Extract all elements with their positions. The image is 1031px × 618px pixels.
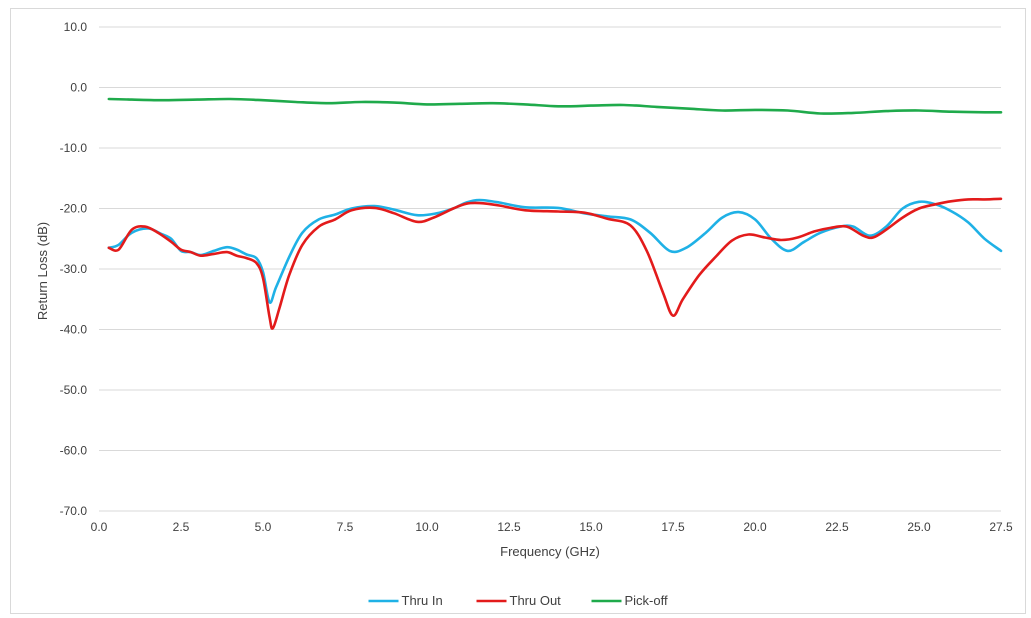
x-tick-label: 22.5 xyxy=(825,520,849,534)
series-lines xyxy=(107,97,1003,330)
x-axis-title: Frequency (GHz) xyxy=(500,544,600,559)
series-line-thru-in xyxy=(107,198,1003,304)
x-tick-label: 0.0 xyxy=(91,520,108,534)
y-tick-label: -10.0 xyxy=(60,141,88,155)
legend-label-thru-in: Thru In xyxy=(402,593,443,608)
x-tick-label: 17.5 xyxy=(661,520,685,534)
x-axis-ticks: 0.0 2.5 5.0 7.5 10.0 12.5 15.0 17.5 20.0 22.5 25.0… xyxy=(91,520,1013,534)
series-line-thru-out xyxy=(107,197,1003,330)
y-tick-label: -40.0 xyxy=(60,323,88,337)
y-tick-label: 10.0 xyxy=(64,20,88,34)
x-tick-label: 20.0 xyxy=(743,520,767,534)
y-tick-label: -20.0 xyxy=(60,202,88,216)
x-tick-label: 7.5 xyxy=(337,520,354,534)
y-axis-title: Return Loss (dB) xyxy=(35,222,50,320)
y-tick-label: 0.0 xyxy=(70,81,87,95)
x-tick-label: 12.5 xyxy=(497,520,521,534)
y-tick-label: -60.0 xyxy=(60,444,88,458)
series-line-pick-off xyxy=(107,97,1003,115)
x-tick-label: 2.5 xyxy=(173,520,190,534)
x-tick-label: 25.0 xyxy=(907,520,931,534)
legend: Thru In Thru Out Pick-off xyxy=(368,593,668,608)
y-tick-label: -70.0 xyxy=(60,504,88,518)
y-tick-label: -50.0 xyxy=(60,383,88,397)
chart-area xyxy=(10,8,1026,614)
y-tick-label: -30.0 xyxy=(60,262,88,276)
legend-label-thru-out: Thru Out xyxy=(510,593,562,608)
x-tick-label: 15.0 xyxy=(579,520,603,534)
gridlines xyxy=(99,26,1001,512)
x-tick-label: 5.0 xyxy=(255,520,272,534)
x-tick-label: 27.5 xyxy=(989,520,1013,534)
legend-label-pick-off: Pick-off xyxy=(625,593,668,608)
x-tick-label: 10.0 xyxy=(415,520,439,534)
y-axis-ticks: 10.0 0.0 -10.0 -20.0 -30.0 -40.0 -50.0 -60.0 -70… xyxy=(60,20,88,518)
